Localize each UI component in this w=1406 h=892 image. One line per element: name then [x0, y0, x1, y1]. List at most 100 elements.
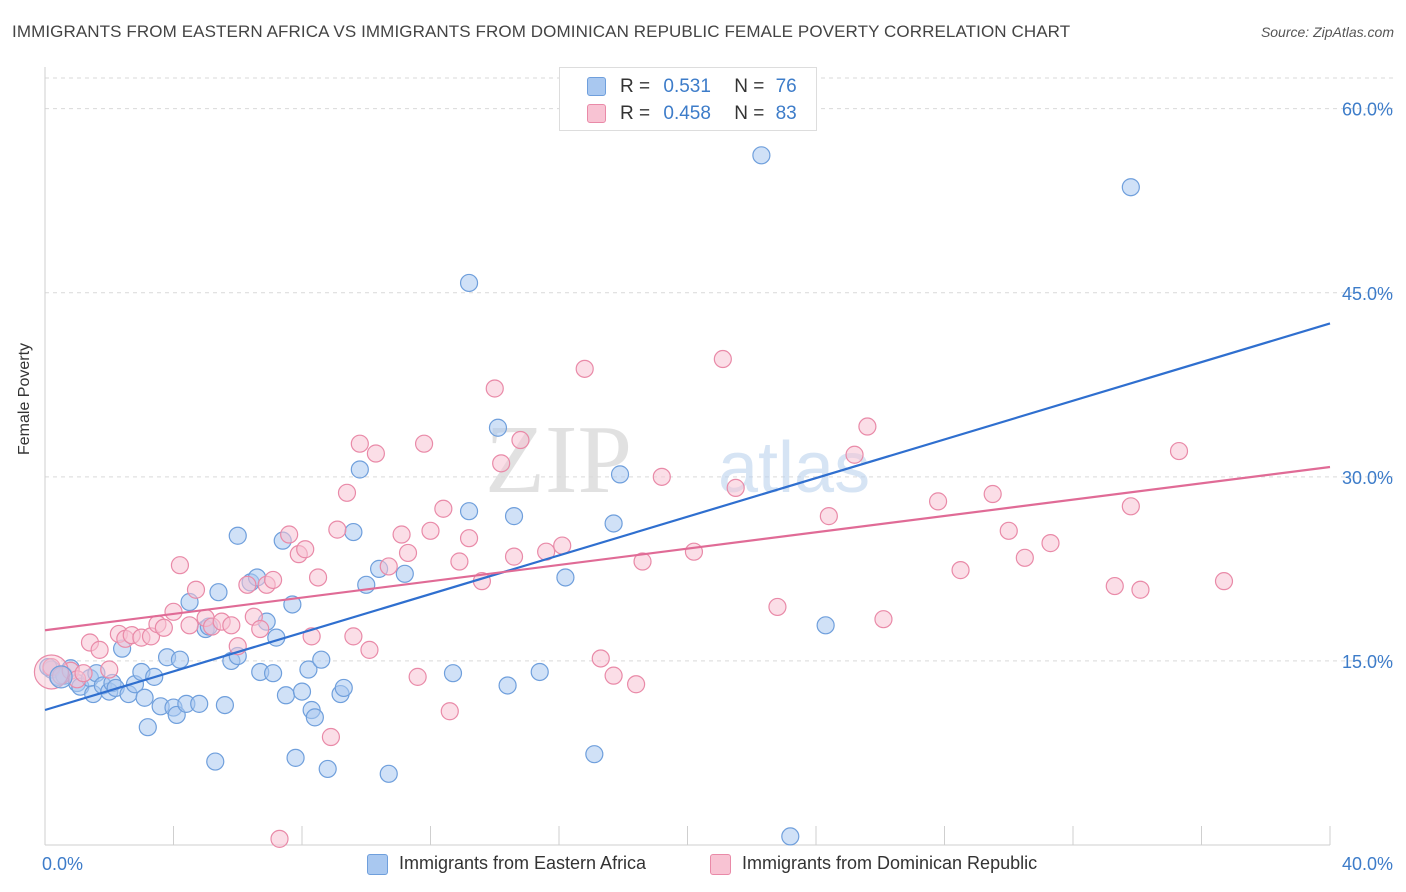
- point-dominican-republic: [684, 542, 704, 561]
- point-dominican-republic: [633, 552, 652, 571]
- point-dominican-republic: [1214, 572, 1234, 591]
- legend-swatch-eastern-africa: [587, 77, 606, 96]
- point-dominican-republic: [604, 666, 623, 685]
- point-eastern-africa: [395, 564, 414, 583]
- point-dominican-republic: [328, 520, 347, 539]
- point-eastern-africa: [263, 664, 283, 683]
- point-eastern-africa: [504, 507, 524, 526]
- point-eastern-africa: [488, 418, 508, 437]
- point-dominican-republic: [360, 640, 379, 659]
- point-eastern-africa: [209, 583, 228, 602]
- point-dominican-republic: [951, 561, 970, 580]
- point-eastern-africa: [334, 678, 353, 698]
- point-dominican-republic: [1105, 576, 1124, 596]
- point-dominican-republic: [251, 619, 270, 639]
- point-dominican-republic: [344, 627, 363, 646]
- bottom-legend-swatch: [367, 854, 388, 875]
- point-dominican-republic: [858, 417, 877, 436]
- point-dominican-republic: [421, 521, 440, 540]
- y-tick-label: 30.0%: [1342, 468, 1393, 488]
- point-eastern-africa: [610, 465, 630, 484]
- point-dominican-republic: [1015, 548, 1034, 567]
- point-eastern-africa: [170, 650, 190, 669]
- point-eastern-africa: [498, 676, 517, 695]
- source-label: Source: ZipAtlas.com: [1260, 24, 1394, 40]
- y-tick-label: 45.0%: [1342, 284, 1393, 304]
- bottom-legend-label: Immigrants from Dominican Republic: [742, 853, 1038, 873]
- point-dominican-republic: [1041, 534, 1060, 553]
- point-eastern-africa: [459, 273, 479, 293]
- point-dominican-republic: [492, 454, 511, 473]
- point-eastern-africa: [781, 827, 800, 846]
- chart-title: IMMIGRANTS FROM EASTERN AFRICA VS IMMIGR…: [12, 22, 1071, 41]
- point-eastern-africa: [350, 460, 369, 479]
- point-dominican-republic: [575, 359, 594, 378]
- point-dominican-republic: [485, 379, 504, 398]
- point-dominican-republic: [337, 483, 357, 502]
- point-dominican-republic: [434, 499, 453, 518]
- tick-labels: 15.0% 30.0% 45.0% 60.0% 0.0% 40.0%: [42, 100, 1393, 874]
- point-dominican-republic: [874, 610, 893, 629]
- point-dominican-republic: [270, 829, 289, 848]
- point-eastern-africa: [312, 650, 331, 669]
- point-eastern-africa: [206, 752, 225, 771]
- point-dominican-republic: [511, 430, 530, 450]
- watermark: ZIP atlas: [485, 406, 870, 514]
- point-eastern-africa: [604, 514, 623, 533]
- watermark-atlas: atlas: [718, 428, 870, 508]
- point-dominican-republic: [626, 675, 646, 694]
- y-tick-label: 15.0%: [1342, 652, 1393, 672]
- point-eastern-africa: [443, 664, 463, 683]
- point-dominican-republic: [768, 597, 787, 617]
- legend-n-label: N =: [734, 103, 765, 124]
- legend-swatch-dominican-republic: [587, 104, 606, 123]
- point-eastern-africa: [752, 146, 771, 165]
- point-dominican-republic: [450, 552, 469, 571]
- legend-r-value: 0.458: [663, 103, 711, 124]
- point-dominican-republic: [280, 525, 299, 544]
- point-dominican-republic: [928, 492, 948, 511]
- bottom-legend-label: Immigrants from Eastern Africa: [399, 853, 647, 873]
- point-eastern-africa: [305, 708, 324, 727]
- point-dominican-republic: [170, 556, 190, 575]
- point-dominican-republic: [504, 547, 524, 566]
- point-dominican-republic: [379, 557, 398, 576]
- point-cluster-eastern-africa: [49, 665, 73, 689]
- point-eastern-africa: [190, 694, 209, 713]
- axes: [44, 67, 1331, 846]
- point-dominican-republic: [652, 467, 671, 486]
- point-eastern-africa: [379, 764, 398, 783]
- trend-line-eastern-africa: [44, 322, 1331, 712]
- point-eastern-africa: [344, 522, 363, 542]
- legend-r-value: 0.531: [663, 76, 711, 97]
- point-dominican-republic: [222, 616, 241, 635]
- legend-n-value: 83: [775, 103, 797, 124]
- point-dominican-republic: [398, 543, 418, 563]
- point-eastern-africa: [1121, 178, 1140, 197]
- point-eastern-africa: [556, 568, 575, 587]
- point-dominican-republic: [999, 521, 1018, 540]
- bottom-legend-swatch: [710, 854, 731, 875]
- point-eastern-africa: [292, 682, 312, 701]
- point-dominican-republic: [1121, 497, 1140, 516]
- point-eastern-africa: [318, 759, 337, 779]
- point-eastern-africa: [459, 502, 479, 521]
- point-dominican-republic: [1131, 580, 1150, 599]
- legend-n-label: N =: [734, 76, 765, 97]
- point-dominican-republic: [845, 445, 864, 464]
- data-points: [33, 146, 1234, 848]
- point-dominican-republic: [186, 580, 206, 599]
- trend-line-dominican-republic: [44, 465, 1331, 632]
- point-dominican-republic: [238, 575, 257, 594]
- point-dominican-republic: [164, 602, 183, 621]
- point-dominican-republic: [74, 664, 93, 683]
- point-eastern-africa: [138, 718, 157, 737]
- point-dominican-republic: [321, 727, 341, 747]
- point-eastern-africa: [816, 616, 835, 635]
- legend-r-label: R =: [620, 103, 651, 124]
- trend-lines: [44, 322, 1331, 712]
- point-dominican-republic: [263, 570, 283, 590]
- y-tick-label: 60.0%: [1342, 100, 1393, 120]
- point-eastern-africa: [276, 686, 296, 705]
